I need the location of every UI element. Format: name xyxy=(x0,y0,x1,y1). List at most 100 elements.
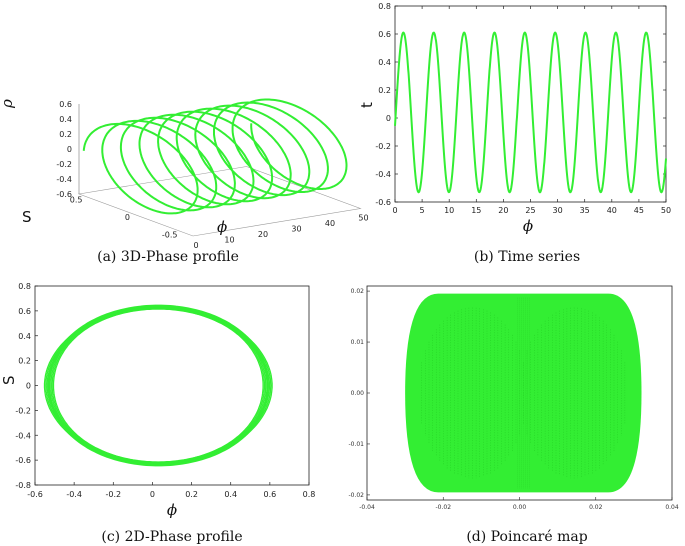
panel-a-z-axis-label: ρ xyxy=(0,99,16,109)
x-tick-label: 0.00 xyxy=(513,504,527,511)
panel-a-s-axis-label: S xyxy=(22,208,32,226)
y-tick-label: 0.02 xyxy=(351,288,365,295)
x-tick-label: 5 xyxy=(420,206,425,215)
y-tick-label: 0.01 xyxy=(351,339,365,346)
x-tick-label: 20 xyxy=(498,206,508,215)
s-tick-label: 0 xyxy=(125,213,130,222)
z-tick-label: 0.6 xyxy=(59,100,72,109)
y-tick-label: -0.2 xyxy=(375,142,391,151)
x-tick-label: -0.6 xyxy=(27,490,43,499)
phi-tick-label: 20 xyxy=(258,230,268,239)
panel-a-3d-phase-profile: 0.6 0.4 0.2 0 -0.2 -0.4 -0.6 0.5 0 -0.5 0 10 20 30 4… xyxy=(0,98,369,265)
orbit-loop xyxy=(46,306,271,465)
panel-b-x-axis-label: ϕ xyxy=(523,217,533,235)
y-tick-label: -0.02 xyxy=(348,492,364,499)
panel-c-x-axis-label: ϕ xyxy=(167,501,177,519)
panel-a-helix-curve xyxy=(82,98,348,215)
x-tick-label: 30 xyxy=(553,206,563,215)
orbit-loop xyxy=(43,305,273,466)
x-tick-label: 40 xyxy=(607,206,617,215)
panel-c-caption: (c) 2D-Phase profile xyxy=(101,529,242,545)
phi-tick-label: 30 xyxy=(291,225,301,234)
y-tick-label: 0.2 xyxy=(378,86,391,95)
z-tick-label: -0.2 xyxy=(56,160,72,169)
x-tick-label: 45 xyxy=(634,206,644,215)
series-line xyxy=(394,31,667,194)
s-tick-label: -0.5 xyxy=(162,231,178,240)
x-tick-label: 10 xyxy=(444,206,454,215)
orbit-loop xyxy=(47,304,269,467)
panel-a-s-ticks: 0.5 0 -0.5 xyxy=(70,196,178,240)
y-tick-label: 0.4 xyxy=(18,332,31,341)
x-tick-label: 0.04 xyxy=(665,504,679,511)
y-tick-label: 0.00 xyxy=(351,390,365,397)
panel-a-caption: (a) 3D-Phase profile xyxy=(97,249,239,265)
panel-c-x-ticks: -0.6 -0.4 -0.2 0 0.2 0.4 0.6 0.8 xyxy=(27,482,315,499)
x-tick-label: 0.02 xyxy=(589,504,603,511)
y-tick-label: -0.2 xyxy=(15,406,31,415)
panel-b-y-axis-label: t xyxy=(358,102,376,108)
phi-tick-label: 40 xyxy=(325,219,335,228)
y-tick-label: -0.4 xyxy=(375,170,391,179)
y-tick-label: 0 xyxy=(386,114,391,123)
z-tick-label: -0.4 xyxy=(56,175,72,184)
panel-b-time-series: 0.8 0.6 0.4 0.2 0 -0.2 -0.4 -0.6 0 5 10 15 20 25 30 35… xyxy=(358,2,671,265)
x-tick-label: 35 xyxy=(580,206,590,215)
x-tick-label: 0 xyxy=(392,206,397,215)
z-tick-label: 0.4 xyxy=(59,115,72,124)
panel-c-2d-phase-profile: 0.80.60.40.20-0.2-0.4-0.6-0.8 -0.6 -0.4 -0… xyxy=(0,282,315,545)
y-tick-label: -0.4 xyxy=(15,431,31,440)
phi-tick-label: 0 xyxy=(193,241,198,250)
x-tick-label: -0.04 xyxy=(359,504,375,511)
z-tick-label: -0.6 xyxy=(56,190,72,199)
phi-tick-label: 10 xyxy=(224,236,234,245)
z-tick-label: 0 xyxy=(67,145,72,154)
panel-d-poincare-map: 0.02 0.01 0.00 -0.01 -0.02 -0.04 -0.02 0.00 0.0… xyxy=(348,285,679,545)
panel-b-y-ticks: 0.8 0.6 0.4 0.2 0 -0.2 -0.4 -0.6 xyxy=(375,2,666,207)
panel-d-x-ticks: -0.04 -0.02 0.00 0.02 0.04 xyxy=(359,497,679,511)
panel-d-scatter-cloud xyxy=(405,293,642,493)
y-tick-label: -0.6 xyxy=(15,456,31,465)
y-tick-label: -0.01 xyxy=(348,441,364,448)
panel-c-y-ticks: 0.8 0.6 0.4 0.2 0 -0.2 -0.4 -0.6 -0.8 xyxy=(15,282,38,490)
orbit-loop xyxy=(52,308,264,463)
panel-a-phi-ticks: 0 10 20 30 40 50 xyxy=(193,214,368,251)
z-tick-label: 0.2 xyxy=(59,130,72,139)
floor-edge xyxy=(77,166,362,237)
x-tick-label: 0.2 xyxy=(185,490,198,499)
y-tick-label: 0.8 xyxy=(18,282,31,291)
x-tick-label: 50 xyxy=(661,206,671,215)
panel-a-phi-axis-label: ϕ xyxy=(217,218,227,236)
x-tick-label: 0.8 xyxy=(303,490,316,499)
x-tick-label: 15 xyxy=(471,206,481,215)
orbit-loop xyxy=(51,307,266,464)
panel-b-caption: (b) Time series xyxy=(474,249,580,265)
x-tick-label: 25 xyxy=(525,206,535,215)
y-tick-label: 0.4 xyxy=(378,58,391,67)
panel-c-y-axis-label: S xyxy=(0,375,18,385)
panel-a-z-ticks: 0.6 0.4 0.2 0 -0.2 -0.4 -0.6 xyxy=(56,100,72,199)
x-tick-label: 0.6 xyxy=(263,490,276,499)
y-tick-label: 0.6 xyxy=(378,30,391,39)
panel-d-caption: (d) Poincaré map xyxy=(466,529,587,545)
x-tick-label: -0.4 xyxy=(66,490,82,499)
x-tick-label: 0.4 xyxy=(224,490,237,499)
y-tick-label: -0.8 xyxy=(15,481,31,490)
y-tick-label: 0 xyxy=(26,382,31,391)
y-tick-label: 0.6 xyxy=(18,307,31,316)
orbit-loop xyxy=(45,306,272,465)
helix-line xyxy=(82,98,348,215)
phi-tick-label: 50 xyxy=(358,214,368,223)
panel-b-oscillation-curve xyxy=(394,31,667,194)
y-tick-label: -0.6 xyxy=(375,198,391,207)
y-tick-label: 0.2 xyxy=(18,357,31,366)
panel-a-3d-box xyxy=(77,104,362,237)
panel-b-x-ticks: 0 5 10 15 20 25 30 35 40 45 50 xyxy=(392,6,671,215)
y-tick-label: 0.8 xyxy=(378,2,391,11)
x-tick-label: -0.2 xyxy=(105,490,121,499)
panel-c-phase-orbit xyxy=(43,304,273,467)
s-tick-label: 0.5 xyxy=(70,196,83,205)
x-tick-label: 0 xyxy=(150,490,155,499)
x-tick-label: -0.02 xyxy=(435,504,451,511)
